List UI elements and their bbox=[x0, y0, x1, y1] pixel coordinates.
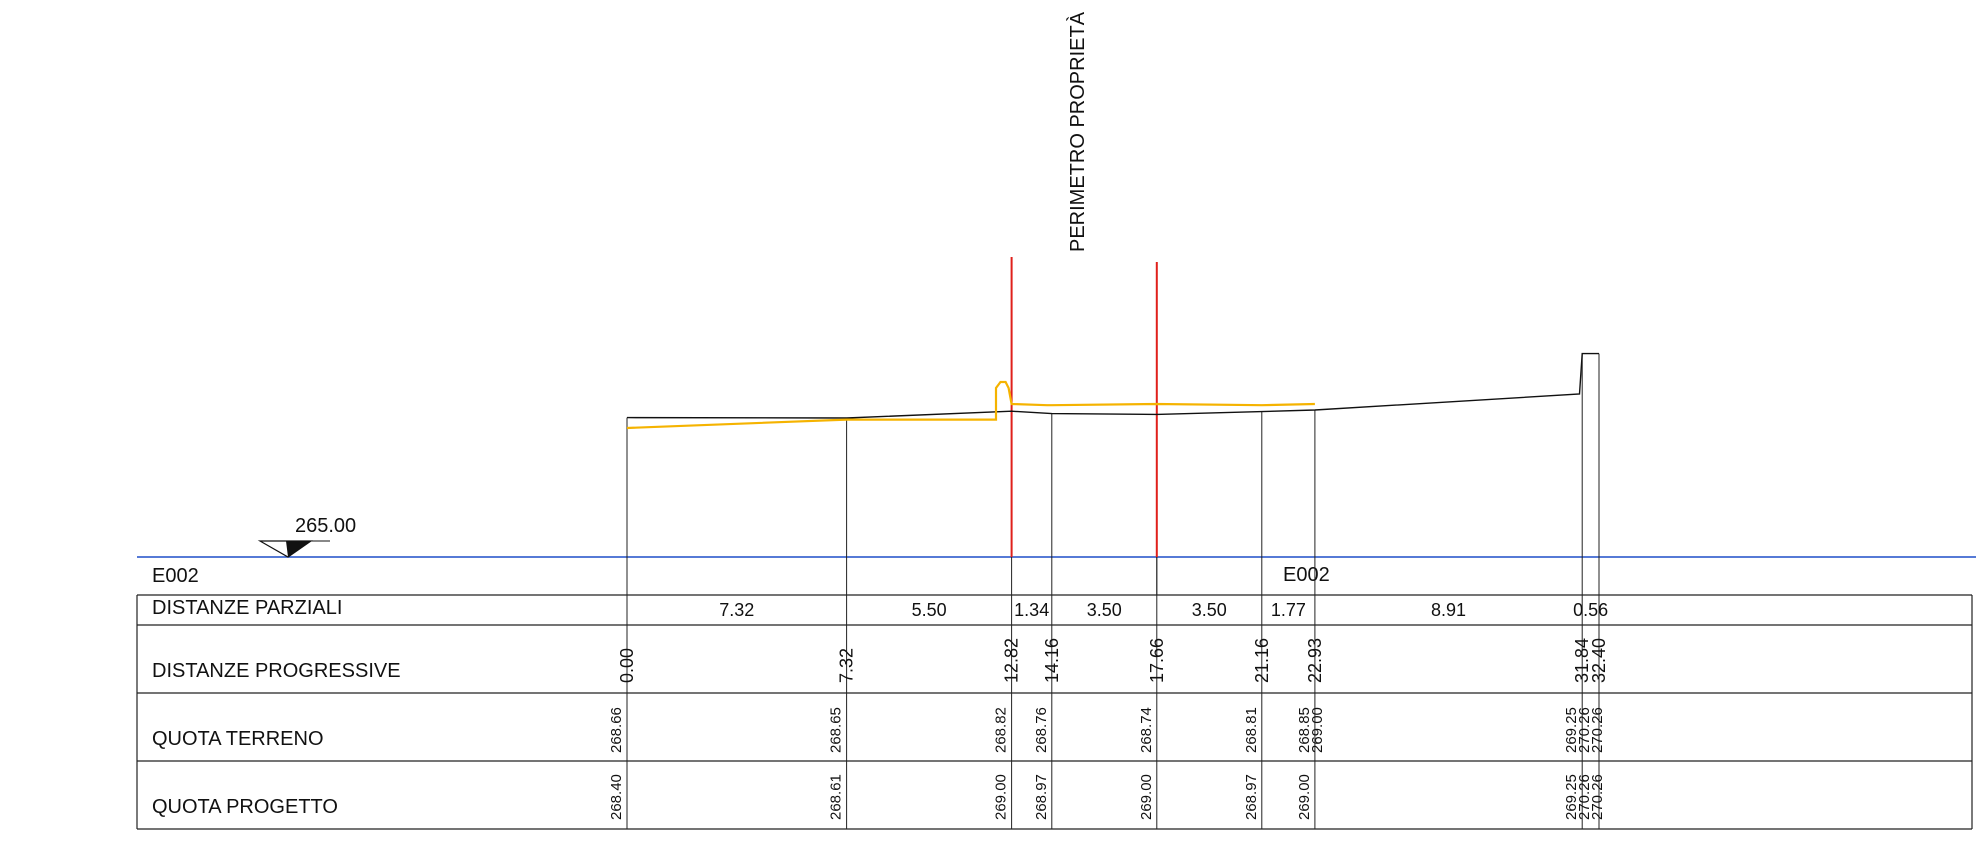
quota-terreno-label: 268.65 bbox=[828, 707, 845, 753]
progressive-distance-label: 17.66 bbox=[1147, 638, 1167, 683]
quota-terreno-labels: 268.66 268.65 268.82 268.76 268.74 268.81 268.… bbox=[608, 707, 1606, 753]
progressive-distance-label: 22.93 bbox=[1305, 638, 1325, 683]
quota-progetto-label: 269.00 bbox=[993, 774, 1010, 820]
station-verticals bbox=[626, 353, 1600, 829]
quota-terreno-label: 269.25 bbox=[1563, 707, 1580, 753]
quota-progetto-label: 269.00 bbox=[1138, 774, 1155, 820]
row-label-progressive: DISTANZE PROGRESSIVE bbox=[152, 660, 401, 682]
table-frame bbox=[136, 594, 1973, 830]
partial-distance-label: 1.34 bbox=[1014, 600, 1049, 620]
partial-distance-label: 7.32 bbox=[719, 600, 754, 620]
progressive-distance-label: 31.84 bbox=[1572, 638, 1592, 683]
quota-progetto-label: 268.40 bbox=[608, 774, 625, 820]
datum-value: 265.00 bbox=[295, 515, 356, 537]
quota-terreno-label: 268.85 bbox=[1296, 707, 1313, 753]
terrain-profile bbox=[626, 352, 1599, 419]
partial-distance-labels: 7.32 5.50 1.34 3.50 3.50 1.77 8.91 0.56 bbox=[719, 600, 1608, 620]
quota-terreno-label: 268.76 bbox=[1033, 707, 1050, 753]
quota-terreno-label: 268.81 bbox=[1243, 707, 1260, 753]
quota-terreno-label: 270.26 bbox=[1576, 707, 1593, 753]
datum-symbol: 265.00 bbox=[257, 515, 356, 558]
profiles bbox=[626, 352, 1599, 430]
project-profile bbox=[626, 380, 1315, 430]
quota-terreno-label: 270.26 bbox=[1589, 707, 1606, 753]
quota-terreno-label: 269.00 bbox=[1309, 707, 1326, 753]
row-label-terreno: QUOTA TERRENO bbox=[152, 728, 324, 750]
row-label-parziali: DISTANZE PARZIALI bbox=[152, 597, 342, 619]
centre-marker-label: E002 bbox=[1283, 564, 1330, 586]
quota-progetto-label: 268.97 bbox=[1243, 774, 1260, 820]
progressive-distance-labels: 0.00 7.32 12.82 14.16 17.66 21.16 22.93 31.8432… bbox=[617, 638, 1609, 683]
partial-distance-label: 3.50 bbox=[1087, 600, 1122, 620]
quota-progetto-label: 270.26 bbox=[1589, 774, 1606, 820]
quota-progetto-label: 269.00 bbox=[1296, 774, 1313, 820]
partial-distance-label: 8.91 bbox=[1431, 600, 1466, 620]
progressive-distance-label: 12.82 bbox=[1002, 638, 1022, 683]
progressive-distance-label: 0.00 bbox=[617, 648, 637, 683]
red-markers bbox=[1010, 257, 1158, 595]
partial-distance-label: 1.77 bbox=[1271, 600, 1306, 620]
quota-progetto-label: 270.26 bbox=[1576, 774, 1593, 820]
progressive-distance-label: 7.32 bbox=[837, 648, 857, 683]
partial-distance-label: 3.50 bbox=[1192, 600, 1227, 620]
perimeter-label: PERIMETRO PROPRIETÀ bbox=[1066, 11, 1089, 252]
partial-distance-label: 0.56 bbox=[1573, 600, 1608, 620]
quota-terreno-label: 268.82 bbox=[993, 707, 1010, 753]
progressive-distance-label: 21.16 bbox=[1252, 638, 1272, 683]
quota-progetto-label: 269.25 bbox=[1563, 774, 1580, 820]
quota-terreno-label: 268.74 bbox=[1138, 707, 1155, 753]
section-id: E002 bbox=[152, 565, 199, 587]
progressive-distance-label: 14.16 bbox=[1042, 638, 1062, 683]
datum-triangle-fill bbox=[286, 541, 311, 557]
quota-progetto-label: 268.61 bbox=[828, 774, 845, 820]
partial-distance-label: 5.50 bbox=[912, 600, 947, 620]
quota-progetto-labels: 268.40 268.61 269.00 268.97 269.00 268.97 269.… bbox=[608, 774, 1606, 820]
row-label-progetto: QUOTA PROGETTO bbox=[152, 796, 338, 818]
progressive-distance-label: 32.40 bbox=[1589, 638, 1609, 683]
quota-terreno-label: 268.66 bbox=[608, 707, 625, 753]
quota-progetto-label: 268.97 bbox=[1033, 774, 1050, 820]
